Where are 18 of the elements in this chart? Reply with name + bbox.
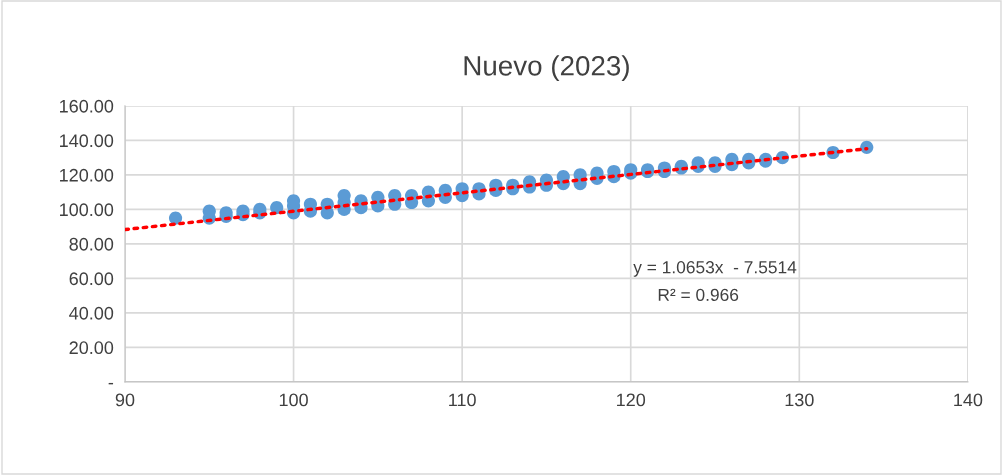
y-tick-label: 60.00 — [69, 272, 114, 286]
x-tick-label: 100 — [279, 393, 308, 407]
y-tick-label: 40.00 — [69, 306, 114, 320]
chart-title: Nuevo (2023) — [464, 55, 629, 82]
annotation: y = 1.0653x - 7.5514 — [633, 261, 797, 277]
y-tick-label: 80.00 — [69, 237, 114, 251]
x-tick-label: 140 — [954, 393, 983, 407]
y-tick-label: - — [108, 382, 114, 385]
y-tick-label: 160.00 — [60, 99, 114, 113]
x-tick-label: 110 — [449, 393, 476, 407]
annotation: R² = 0.966 — [658, 288, 739, 302]
y-tick-label: 120.00 — [60, 168, 114, 182]
x-tick-label: 90 — [115, 393, 135, 407]
x-tick-label: 130 — [785, 393, 814, 407]
x-tick-label: 120 — [617, 393, 646, 407]
y-tick-label: 100.00 — [60, 203, 114, 217]
y-tick-label: 20.00 — [69, 341, 114, 355]
y-tick-label: 140.00 — [60, 134, 114, 148]
